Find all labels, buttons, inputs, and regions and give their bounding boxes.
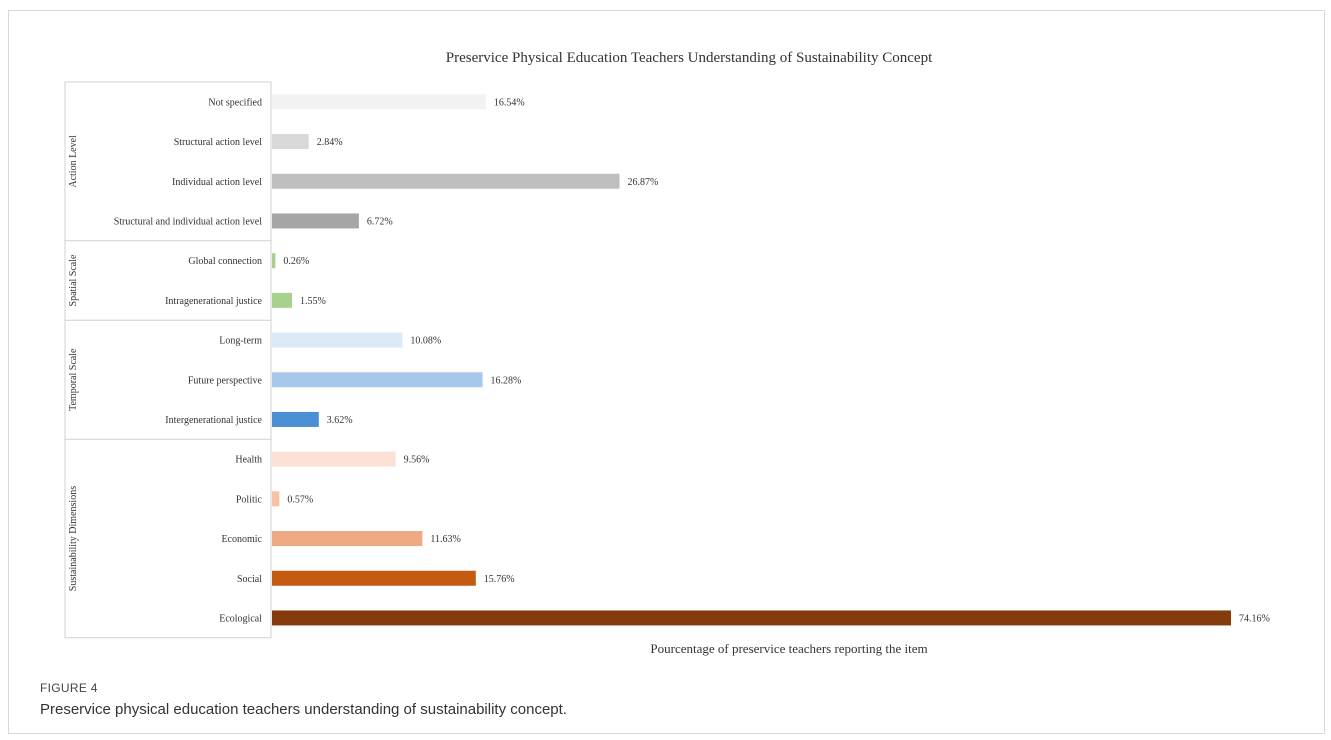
category-label: Politic [236,494,263,505]
data-label: 9.56% [404,455,430,466]
category-label: Intergenerational justice [165,415,262,426]
plot-area: Not specified 16.54% Structural action lev… [64,81,1270,639]
bar [272,332,403,348]
bar [272,451,396,467]
data-label: 74.16% [1239,613,1270,624]
bar [272,411,319,427]
data-label: 10.08% [410,336,441,347]
data-label: 6.72% [367,216,393,227]
category-label: Not specified [208,97,262,108]
data-label: 0.57% [287,494,313,505]
category-label: Health [235,455,262,466]
data-label: 2.84% [317,137,343,148]
data-label: 15.76% [484,574,515,585]
data-label: 11.63% [430,534,460,545]
bar [272,531,423,547]
data-label: 1.55% [300,296,326,307]
group-label: Sustainability Dimensions [68,486,79,591]
data-label: 26.87% [627,177,658,188]
bar [272,213,359,229]
bar [272,94,486,110]
chart-title: Preservice Physical Education Teachers U… [446,50,933,66]
bar [272,610,1231,626]
bar [272,173,620,189]
data-label: 3.62% [327,415,353,426]
bar [272,292,293,308]
bar [272,372,483,388]
data-label: 16.54% [494,97,525,108]
x-axis-label: Pourcentage of preservice teachers repor… [650,641,927,656]
group-label: Temporal Scale [68,348,79,411]
figure-caption: Preservice physical education teachers u… [40,701,567,718]
category-label: Social [237,574,262,585]
bar [272,253,276,269]
category-label: Ecological [219,613,262,624]
category-label: Structural and individual action level [114,216,263,227]
category-label: Global connection [188,256,262,267]
group-label: Spatial Scale [68,254,79,306]
figure-label: FIGURE 4 [40,681,98,695]
category-label: Structural action level [174,137,263,148]
bar [272,134,309,150]
category-label: Economic [221,534,262,545]
category-label: Long-term [219,336,262,347]
category-label: Intragenerational justice [165,296,262,307]
data-label: 16.28% [491,375,522,386]
data-label: 0.26% [283,256,309,267]
category-label: Individual action level [172,177,262,188]
bar-chart: Preservice Physical Education Teachers U… [64,50,1270,656]
bar [272,491,280,507]
bar [272,570,476,586]
group-label: Action Level [68,135,79,188]
figure-frame [8,10,1325,734]
category-label: Future perspective [188,375,263,386]
